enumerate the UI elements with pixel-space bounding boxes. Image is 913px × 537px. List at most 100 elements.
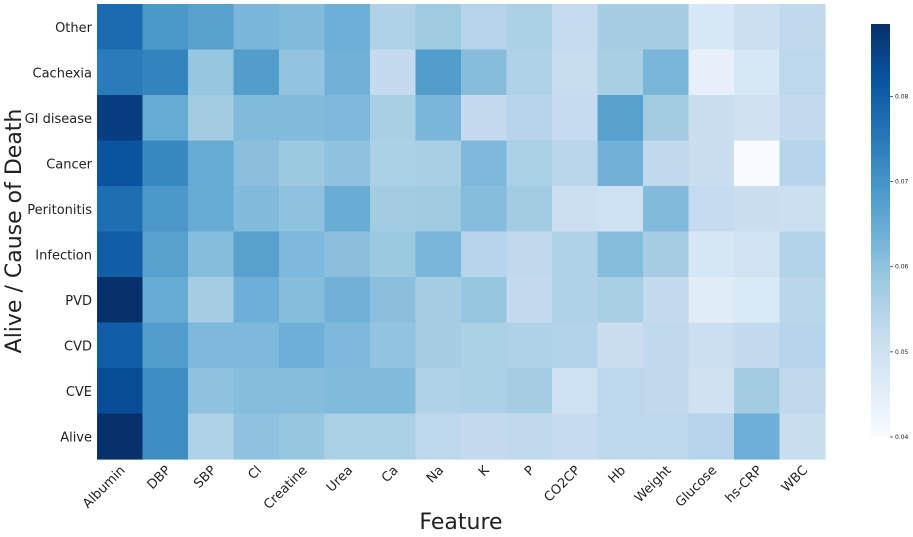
heatmap-cell <box>233 231 280 278</box>
heatmap-cell <box>370 413 417 460</box>
heatmap-cell <box>552 413 599 460</box>
heatmap-cell <box>233 413 280 460</box>
heatmap-cells <box>97 4 826 460</box>
heatmap-cell <box>233 95 280 142</box>
heatmap-cell <box>779 140 826 187</box>
heatmap-cell <box>142 368 189 415</box>
heatmap-cell <box>279 231 326 278</box>
heatmap-cell <box>370 49 417 96</box>
heatmap-cell <box>370 322 417 369</box>
heatmap-cell <box>142 186 189 233</box>
heatmap-cell <box>779 231 826 278</box>
heatmap-cell <box>779 413 826 460</box>
colorbar-tick-label: 0.06 <box>895 264 909 271</box>
heatmap-cell <box>188 95 235 142</box>
heatmap-cell <box>734 368 781 415</box>
heatmap-cell <box>461 95 508 142</box>
heatmap-cell <box>506 49 553 96</box>
heatmap-cell <box>97 413 144 460</box>
heatmap-cell <box>324 322 371 369</box>
heatmap-cell <box>597 4 644 51</box>
heatmap-cell <box>597 368 644 415</box>
heatmap-cell <box>142 322 189 369</box>
heatmap-cell <box>506 322 553 369</box>
heatmap-cell <box>779 186 826 233</box>
heatmap-cell <box>461 277 508 324</box>
heatmap-cell <box>506 95 553 142</box>
heatmap-cell <box>506 140 553 187</box>
heatmap-cell <box>279 49 326 96</box>
heatmap-cell <box>461 49 508 96</box>
heatmap-cell <box>97 231 144 278</box>
heatmap-cell <box>142 4 189 51</box>
column-label: Ca <box>379 463 402 486</box>
heatmap-cell <box>233 140 280 187</box>
heatmap-cell <box>461 322 508 369</box>
heatmap-cell <box>97 368 144 415</box>
heatmap-cell <box>279 368 326 415</box>
heatmap-cell <box>597 413 644 460</box>
heatmap-cell <box>688 186 735 233</box>
heatmap-cell <box>734 277 781 324</box>
heatmap-cell <box>370 4 417 51</box>
colorbar-gradient <box>871 24 890 437</box>
heatmap-cell <box>97 95 144 142</box>
heatmap-cell <box>552 231 599 278</box>
heatmap-cell <box>552 140 599 187</box>
heatmap-cell <box>597 95 644 142</box>
heatmap-cell <box>233 368 280 415</box>
heatmap-cell <box>188 322 235 369</box>
heatmap-cell <box>779 4 826 51</box>
heatmap-cell <box>734 4 781 51</box>
heatmap-cell <box>97 186 144 233</box>
column-label: hs-CRP <box>723 463 766 506</box>
heatmap-cell <box>279 140 326 187</box>
heatmap-cell <box>279 186 326 233</box>
column-label: Na <box>424 463 447 486</box>
heatmap-cell <box>688 368 735 415</box>
heatmap-cell <box>597 277 644 324</box>
heatmap-cell <box>415 186 462 233</box>
heatmap-cell <box>506 413 553 460</box>
heatmap-cell <box>188 277 235 324</box>
heatmap-cell <box>643 231 690 278</box>
colorbar-tick-label: 0.05 <box>895 349 909 356</box>
heatmap-cell <box>734 140 781 187</box>
colorbar-tick-label: 0.08 <box>895 93 909 100</box>
heatmap-cell <box>461 186 508 233</box>
heatmap-cell <box>688 4 735 51</box>
heatmap-cell <box>415 140 462 187</box>
heatmap-cell <box>233 186 280 233</box>
colorbar-ticks: 0.04 0.05 0.06 0.07 0.08 <box>890 93 909 441</box>
heatmap-cell <box>142 277 189 324</box>
heatmap-cell <box>324 413 371 460</box>
heatmap-cell <box>324 368 371 415</box>
column-label: DBP <box>145 463 175 493</box>
column-label: K <box>476 463 493 480</box>
heatmap-cell <box>324 49 371 96</box>
heatmap-cell <box>779 95 826 142</box>
heatmap-cell <box>97 322 144 369</box>
colorbar: 0.04 0.05 0.06 0.07 0.08 <box>871 24 909 441</box>
heatmap-cell <box>734 231 781 278</box>
heatmap-cell <box>643 186 690 233</box>
x-axis-label: Feature <box>419 510 502 535</box>
heatmap-cell <box>461 4 508 51</box>
column-label: Urea <box>324 463 356 495</box>
column-label: CO2CP <box>542 463 584 505</box>
heatmap-cell <box>415 277 462 324</box>
heatmap-cell <box>688 140 735 187</box>
heatmap-cell <box>506 277 553 324</box>
column-label: Creatine <box>261 463 311 513</box>
heatmap-cell <box>324 95 371 142</box>
heatmap-cell <box>97 4 144 51</box>
heatmap-cell <box>324 140 371 187</box>
heatmap-cell <box>188 231 235 278</box>
heatmap-cell <box>97 49 144 96</box>
heatmap-cell <box>370 231 417 278</box>
heatmap-cell <box>370 95 417 142</box>
heatmap-cell <box>688 49 735 96</box>
heatmap-cell <box>779 322 826 369</box>
heatmap-cell <box>415 95 462 142</box>
